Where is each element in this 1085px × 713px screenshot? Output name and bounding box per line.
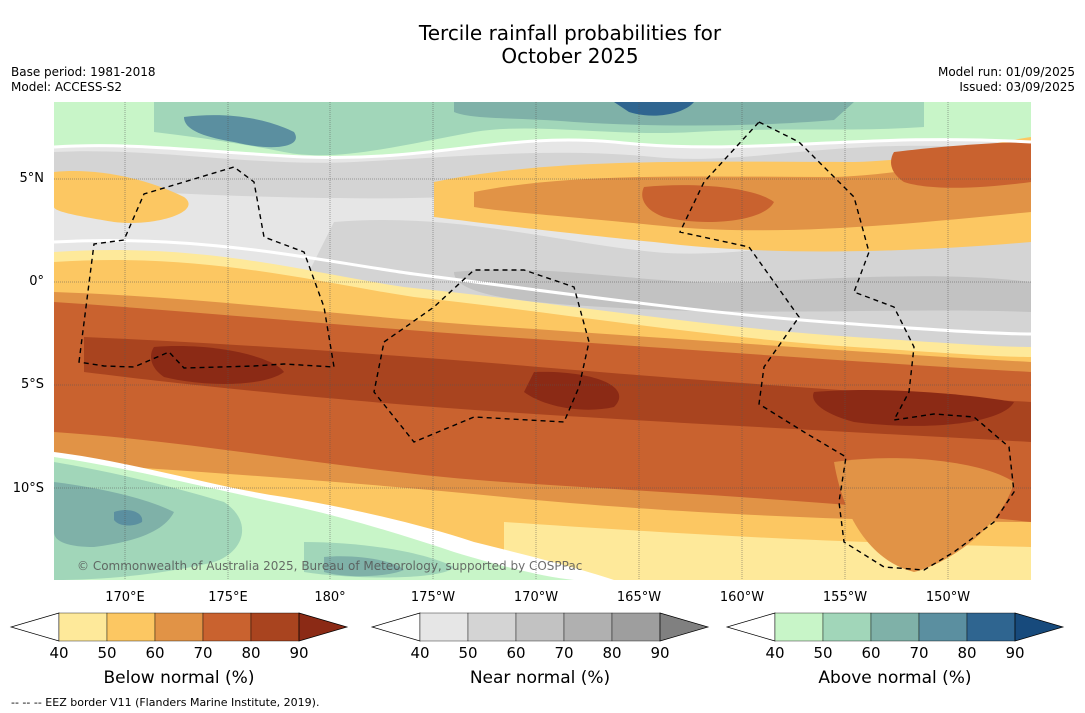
cb-near-over (659, 612, 710, 642)
cb-near-under (370, 612, 421, 642)
colorbar-label-near: Near normal (%) (469, 668, 611, 688)
cb-below-tick-80: 80 (241, 644, 261, 662)
lon-label-150w: 150°W (925, 590, 971, 605)
cb-below-80 (250, 612, 300, 642)
cb-below-40 (58, 612, 108, 642)
cb-above-tick-60: 60 (861, 644, 881, 662)
cb-near-tick-60: 60 (506, 644, 526, 662)
model-name: Model: ACCESS-S2 (11, 80, 123, 94)
title-line-1: Tercile rainfall probabilities for (418, 21, 722, 45)
cb-below-tick-70: 70 (193, 644, 213, 662)
cb-near-40 (419, 612, 469, 642)
cb-below-tick-50: 50 (97, 644, 117, 662)
eez-border-east (678, 121, 1015, 571)
lon-label-160w: 160°W (719, 590, 765, 605)
eez-legend-footer: -- -- -- EEZ border V11 (Flanders Marine… (11, 696, 320, 709)
model-run: Model run: 01/09/2025 (937, 65, 1075, 79)
lat-label-0: 0° (29, 274, 44, 289)
lat-label-5n: 5°N (19, 171, 45, 186)
probability-map (54, 102, 1031, 580)
cb-above-60 (870, 612, 920, 642)
lon-label-170e: 170°E (105, 590, 145, 605)
colorbar-label-below: Below normal (%) (103, 668, 255, 688)
issued-date: Issued: 03/09/2025 (959, 80, 1075, 94)
cb-above-tick-40: 40 (765, 644, 785, 662)
cb-below-tick-90: 90 (289, 644, 309, 662)
cb-near-tick-40: 40 (410, 644, 430, 662)
lon-label-155w: 155°W (822, 590, 868, 605)
eez-border-west (78, 166, 335, 369)
lat-label-5s: 5°S (20, 377, 44, 392)
colorbar-above (725, 612, 1065, 642)
lon-label-180: 180° (314, 590, 346, 605)
cb-above-tick-70: 70 (909, 644, 929, 662)
cb-near-tick-70: 70 (554, 644, 574, 662)
cb-near-70 (563, 612, 613, 642)
copyright-credit: © Commonwealth of Australia 2025, Bureau… (77, 559, 583, 573)
colorbar-below (9, 612, 349, 642)
cb-below-50 (106, 612, 156, 642)
title-line-2: October 2025 (501, 44, 639, 68)
lat-label-10s: 10°S (12, 481, 44, 496)
cb-above-under (725, 612, 776, 642)
cb-above-over (1014, 612, 1065, 642)
cb-above-40 (774, 612, 824, 642)
base-period: Base period: 1981-2018 (11, 65, 156, 79)
cb-below-over (298, 612, 349, 642)
lon-label-175w: 175°W (410, 590, 456, 605)
cb-above-tick-90: 90 (1005, 644, 1025, 662)
cb-near-tick-90: 90 (650, 644, 670, 662)
cb-near-80 (611, 612, 661, 642)
lon-label-175e: 175°E (208, 590, 248, 605)
cb-above-tick-50: 50 (813, 644, 833, 662)
colorbar-near (370, 612, 710, 642)
cb-above-tick-80: 80 (957, 644, 977, 662)
cb-near-50 (467, 612, 517, 642)
cb-above-80 (966, 612, 1016, 642)
cb-below-tick-60: 60 (145, 644, 165, 662)
cb-below-70 (202, 612, 252, 642)
cb-near-tick-50: 50 (458, 644, 478, 662)
cb-below-tick-40: 40 (49, 644, 69, 662)
meta-right: Model run: 01/09/2025 Issued: 03/09/2025 (938, 65, 1075, 95)
eez-border-central (373, 269, 590, 443)
cb-near-tick-80: 80 (602, 644, 622, 662)
map-title: Tercile rainfall probabilities for Octob… (0, 22, 1085, 68)
cb-below-under (9, 612, 60, 642)
cb-below-60 (154, 612, 204, 642)
colorbars (9, 612, 1065, 642)
cb-above-70 (918, 612, 968, 642)
lon-label-170w: 170°W (513, 590, 559, 605)
colorbar-label-above: Above normal (%) (818, 668, 972, 688)
cb-above-50 (822, 612, 872, 642)
cb-near-60 (515, 612, 565, 642)
meta-left: Base period: 1981-2018 Model: ACCESS-S2 (11, 65, 156, 95)
lon-label-165w: 165°W (616, 590, 662, 605)
